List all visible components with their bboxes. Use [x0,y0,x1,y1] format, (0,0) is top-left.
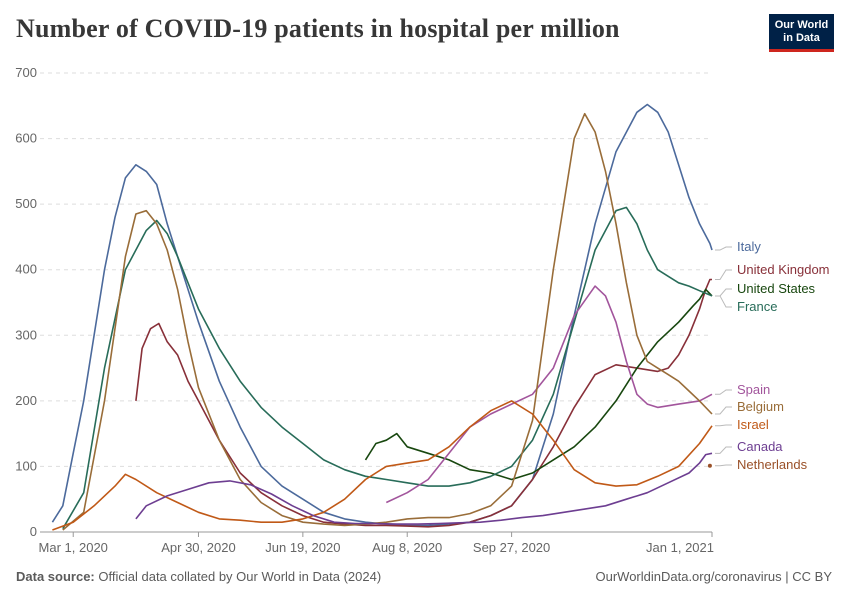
source-label: Data source: [16,569,95,584]
series-label-united-kingdom: United Kingdom [737,262,830,277]
x-tick-label: Jan 1, 2021 [646,540,714,555]
series-label-spain: Spain [737,382,770,397]
y-tick-label: 500 [15,196,37,211]
x-tick-label: Mar 1, 2020 [39,540,108,555]
line-chart: 0 100 200 300 400 500 600 700 Mar 1, 2020 Apr 30… [15,65,830,555]
x-axis-ticks: Mar 1, 2020 Apr 30, 2020 Jun 19, 2020 Aug 8… [39,532,714,555]
y-tick-label: 300 [15,327,37,342]
label-connector [715,424,732,427]
series-label-italy: Italy [737,239,761,254]
series-labels: Italy United Kingdom United States France Sp… [715,239,830,472]
owid-logo[interactable]: Our World in Data [769,14,834,52]
label-connector [715,288,732,297]
series-label-united-states: United States [737,281,816,296]
label-connector [715,446,732,454]
series-line-france [62,206,713,530]
x-tick-label: Jun 19, 2020 [265,540,340,555]
series-line-united-states [364,288,713,481]
logo-line2: in Data [783,32,820,44]
series-lines [51,103,713,531]
footer-source: Data source: Official data collated by O… [16,569,381,584]
x-tick-label: Sep 27, 2020 [473,540,550,555]
series-line-united-kingdom [135,278,712,528]
series-label-france: France [737,299,777,314]
label-connector [715,246,732,251]
gridlines [40,72,712,533]
source-text: Official data collated by Our World in D… [98,569,382,584]
series-line-italy [51,103,713,527]
chart-title: Number of COVID-19 patients in hospital … [16,14,620,43]
series-line-spain [385,285,713,504]
series-line-israel [52,400,713,531]
y-tick-label: 100 [15,458,37,473]
series-label-belgium: Belgium [737,399,784,414]
x-tick-label: Aug 8, 2020 [372,540,442,555]
y-tick-label: 400 [15,262,37,277]
series-line-belgium [62,112,713,531]
label-connector [715,406,732,415]
series-label-canada: Canada [737,439,783,454]
y-tick-label: 200 [15,393,37,408]
y-tick-label: 600 [15,131,37,146]
y-axis-ticks: 0 100 200 300 400 500 600 700 [15,65,37,539]
label-connector [715,464,732,467]
x-tick-label: Apr 30, 2020 [161,540,235,555]
series-label-israel: Israel [737,417,769,432]
label-connector [715,269,732,281]
logo-accent-bar [769,49,834,52]
series-line-canada [135,452,713,525]
y-tick-label: 700 [15,65,37,80]
series-point-netherlands [707,463,712,468]
series-label-netherlands: Netherlands [737,457,808,472]
y-tick-label: 0 [30,524,37,539]
footer-link[interactable]: OurWorldinData.org/coronavirus | CC BY [595,569,832,584]
label-connector [715,389,732,395]
label-connector [715,295,732,308]
logo-line1: Our World [774,19,829,31]
